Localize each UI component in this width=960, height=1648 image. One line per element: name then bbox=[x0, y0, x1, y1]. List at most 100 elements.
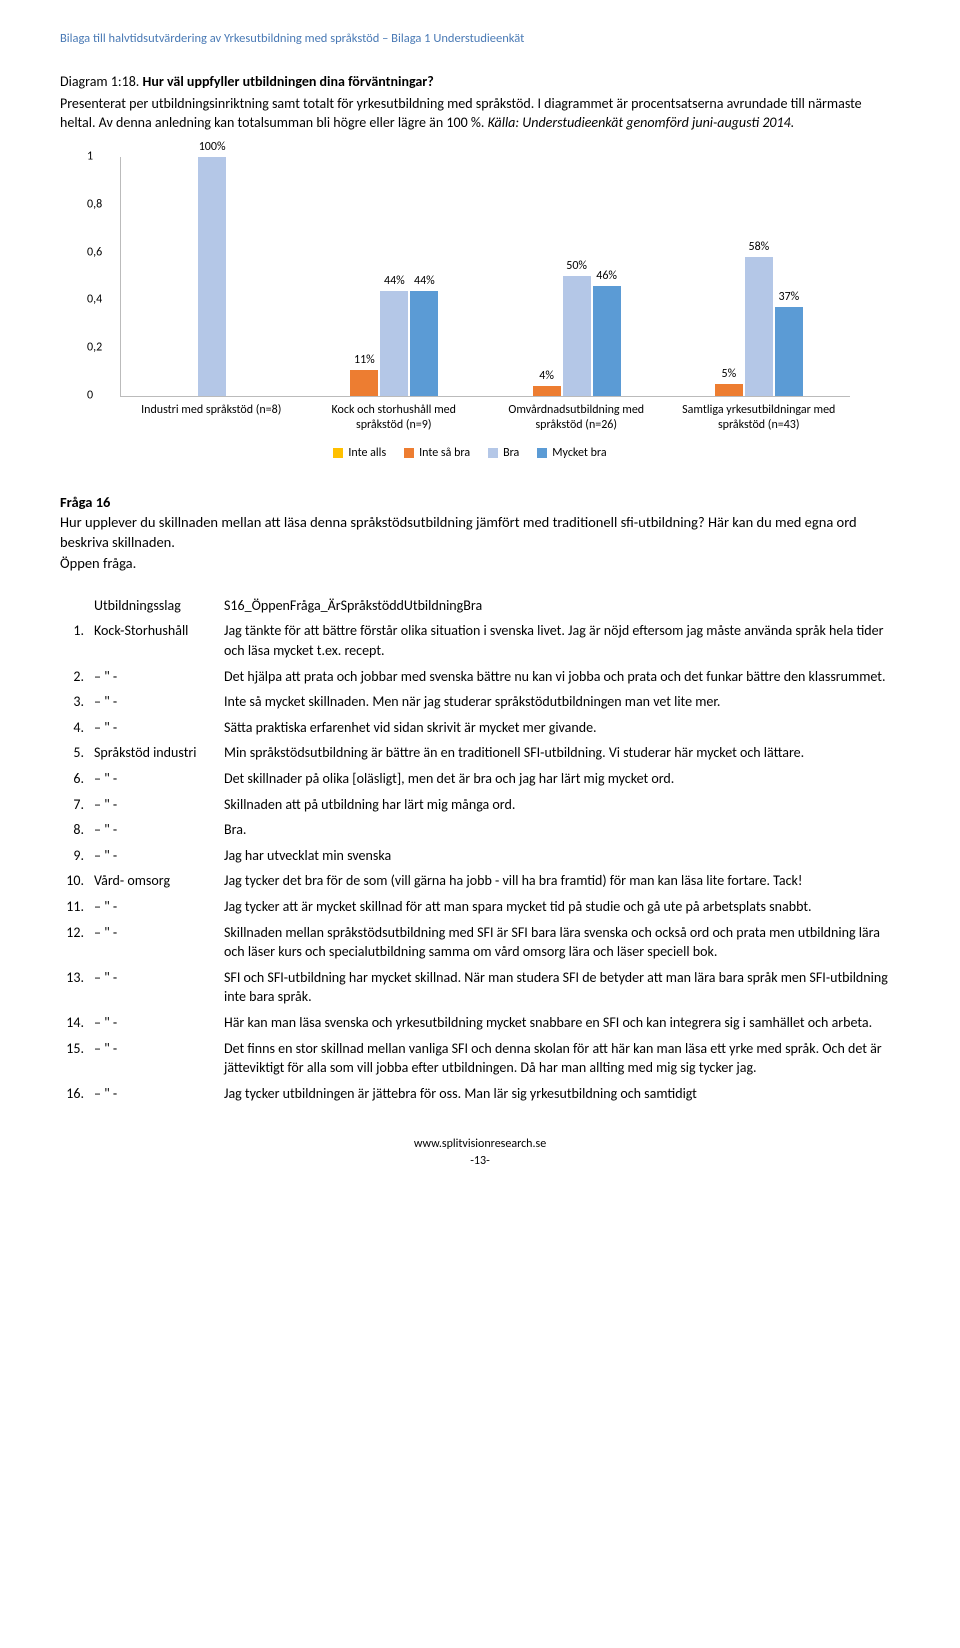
row-number: 16. bbox=[60, 1081, 94, 1107]
question-body: Hur upplever du skillnaden mellan att lä… bbox=[60, 513, 857, 551]
row-number: 7. bbox=[60, 792, 94, 818]
row-type: – " - bbox=[94, 920, 224, 965]
row-number: 4. bbox=[60, 715, 94, 741]
table-row: 3.– " -Inte så mycket skillnaden. Men nä… bbox=[60, 689, 900, 715]
legend-label: Inte alls bbox=[348, 445, 386, 462]
footer-url: www.splitvisionresearch.se bbox=[60, 1136, 900, 1153]
y-tick: 0 bbox=[87, 387, 93, 404]
row-number: 1. bbox=[60, 618, 94, 663]
row-number: 11. bbox=[60, 894, 94, 920]
table-row: 4.– " -Sätta praktiska erfarenhet vid si… bbox=[60, 715, 900, 741]
chart-bar: 5% bbox=[715, 384, 743, 396]
legend-label: Bra bbox=[503, 445, 519, 462]
bar-label: 4% bbox=[539, 368, 554, 385]
diagram-bold: Hur väl uppfyller utbildningen dina förv… bbox=[143, 73, 434, 90]
bar-label: 37% bbox=[779, 289, 800, 306]
row-text: Det finns en stor skillnad mellan vanlig… bbox=[224, 1036, 900, 1081]
row-type: – " - bbox=[94, 894, 224, 920]
chart-bar: 4% bbox=[533, 386, 561, 396]
row-text: Jag tänkte för att bättre förstår olika … bbox=[224, 618, 900, 663]
legend-label: Inte så bra bbox=[419, 445, 470, 462]
row-text: Inte så mycket skillnaden. Men när jag s… bbox=[224, 689, 900, 715]
diagram-prefix: Diagram 1:18. bbox=[60, 73, 139, 90]
row-text: Jag tycker utbildningen är jättebra för … bbox=[224, 1081, 900, 1107]
chart-bar: 46% bbox=[593, 286, 621, 396]
row-number: 10. bbox=[60, 868, 94, 894]
row-type: – " - bbox=[94, 689, 224, 715]
bar-label: 5% bbox=[722, 366, 737, 383]
table-row: 16.– " -Jag tycker utbildningen är jätte… bbox=[60, 1081, 900, 1107]
legend-item: Mycket bra bbox=[537, 445, 606, 462]
col-num-header bbox=[60, 593, 94, 619]
table-row: 13.– " -SFI och SFI-utbildning har mycke… bbox=[60, 965, 900, 1010]
bar-chart: 00,20,40,60,81100%11%44%44%4%50%46%5%58%… bbox=[90, 157, 850, 462]
row-number: 14. bbox=[60, 1010, 94, 1036]
legend-item: Bra bbox=[488, 445, 519, 462]
row-type: – " - bbox=[94, 664, 224, 690]
table-row: 15.– " -Det finns en stor skillnad mella… bbox=[60, 1036, 900, 1081]
row-type: Vård- omsorg bbox=[94, 868, 224, 894]
row-type: – " - bbox=[94, 766, 224, 792]
x-label: Kock och storhushåll med språkstöd (n=9) bbox=[303, 403, 486, 433]
chart-bar: 11% bbox=[350, 370, 378, 396]
chart-bar: 100% bbox=[198, 157, 226, 396]
table-row: 6.– " -Det skillnader på olika [oläsligt… bbox=[60, 766, 900, 792]
row-type: Språkstöd industri bbox=[94, 740, 224, 766]
row-number: 12. bbox=[60, 920, 94, 965]
row-number: 5. bbox=[60, 740, 94, 766]
diagram-title: Diagram 1:18. Hur väl uppfyller utbildni… bbox=[60, 72, 900, 92]
page-header: Bilaga till halvtidsutvärdering av Yrkes… bbox=[60, 30, 900, 48]
row-type: – " - bbox=[94, 1010, 224, 1036]
bar-label: 50% bbox=[566, 258, 587, 275]
table-row: 11.– " -Jag tycker att är mycket skillna… bbox=[60, 894, 900, 920]
chart-group: 4%50%46% bbox=[486, 157, 668, 396]
row-type: – " - bbox=[94, 792, 224, 818]
chart-group: 5%58%37% bbox=[668, 157, 850, 396]
question-title: Fråga 16 bbox=[60, 492, 900, 512]
row-type: – " - bbox=[94, 817, 224, 843]
page-footer: www.splitvisionresearch.se -13- bbox=[60, 1136, 900, 1170]
row-text: Sätta praktiska erfarenhet vid sidan skr… bbox=[224, 715, 900, 741]
x-label: Samtliga yrkesutbildningar med språkstöd… bbox=[668, 403, 851, 433]
row-number: 9. bbox=[60, 843, 94, 869]
legend-swatch bbox=[537, 448, 547, 458]
row-text: Bra. bbox=[224, 817, 900, 843]
y-tick: 0,2 bbox=[87, 340, 102, 357]
legend-swatch bbox=[488, 448, 498, 458]
legend-item: Inte så bra bbox=[404, 445, 470, 462]
row-type: – " - bbox=[94, 715, 224, 741]
bar-label: 44% bbox=[384, 273, 405, 290]
row-text: Jag tycker det bra för de som (vill gärn… bbox=[224, 868, 900, 894]
row-text: Min språkstödsutbildning är bättre än en… bbox=[224, 740, 900, 766]
row-text: Det hjälpa att prata och jobbar med sven… bbox=[224, 664, 900, 690]
x-label: Industri med språkstöd (n=8) bbox=[120, 403, 303, 433]
table-row: 10.Vård- omsorgJag tycker det bra för de… bbox=[60, 868, 900, 894]
table-row: 7.– " -Skillnaden att på utbildning har … bbox=[60, 792, 900, 818]
chart-bar: 44% bbox=[380, 291, 408, 396]
diagram-desc: Presenterat per utbildningsinriktning sa… bbox=[60, 95, 900, 133]
row-type: – " - bbox=[94, 843, 224, 869]
row-text: Skillnaden mellan språkstödsutbildning m… bbox=[224, 920, 900, 965]
chart-group: 11%44%44% bbox=[303, 157, 485, 396]
chart-group: 100% bbox=[121, 157, 303, 396]
table-row: 1.Kock-StorhushållJag tänkte för att bät… bbox=[60, 618, 900, 663]
legend-swatch bbox=[333, 448, 343, 458]
row-type: Kock-Storhushåll bbox=[94, 618, 224, 663]
col-text-header: S16_ÖppenFråga_ÄrSpråkstöddUtbildningBra bbox=[224, 593, 900, 619]
diagram-source: Källa: Understudieenkät genomförd juni-a… bbox=[488, 114, 795, 131]
row-text: Skillnaden att på utbildning har lärt mi… bbox=[224, 792, 900, 818]
row-number: 8. bbox=[60, 817, 94, 843]
chart-bar: 50% bbox=[563, 276, 591, 396]
bar-label: 100% bbox=[199, 139, 226, 156]
table-row: 2.– " -Det hjälpa att prata och jobbar m… bbox=[60, 664, 900, 690]
row-text: Jag har utvecklat min svenska bbox=[224, 843, 900, 869]
row-number: 15. bbox=[60, 1036, 94, 1081]
y-tick: 0,6 bbox=[87, 244, 102, 261]
question-open: Öppen fråga. bbox=[60, 554, 136, 572]
row-number: 3. bbox=[60, 689, 94, 715]
question-text: Hur upplever du skillnaden mellan att lä… bbox=[60, 512, 900, 573]
bar-label: 11% bbox=[354, 352, 375, 369]
row-text: Det skillnader på olika [oläsligt], men … bbox=[224, 766, 900, 792]
table-row: 8.– " -Bra. bbox=[60, 817, 900, 843]
row-type: – " - bbox=[94, 1081, 224, 1107]
